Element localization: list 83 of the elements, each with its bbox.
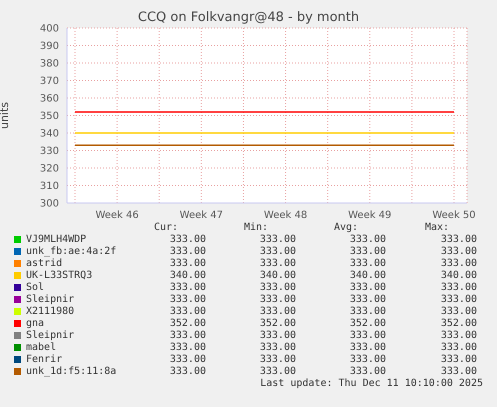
y-tick-label: 300 (40, 198, 59, 210)
x-tick-label: Week 46 (95, 210, 139, 222)
text: 333.00 (440, 342, 477, 353)
text: 333.00 (350, 294, 386, 305)
text: 333.00 (260, 258, 296, 269)
x-tick-label: Week 48 (264, 210, 308, 222)
text: 352.00 (170, 318, 206, 329)
y-tick-label: 400 (40, 24, 59, 35)
text: 333.00 (170, 354, 206, 365)
text: 333.00 (260, 342, 296, 353)
y-tick-label: 370 (40, 76, 59, 88)
text: 333.00 (170, 366, 206, 377)
text: 352.00 (440, 318, 477, 329)
legend-label: UK-L33STRQ3 (26, 270, 92, 281)
text: 340.00 (350, 270, 386, 281)
text: 333.00 (350, 258, 386, 269)
text: 333.00 (170, 258, 206, 269)
text: 333.00 (350, 354, 386, 365)
legend-label: Fenrir (26, 354, 62, 365)
text: 333.00 (260, 330, 296, 341)
text: 333.00 (440, 258, 477, 269)
text: 333.00 (260, 294, 296, 305)
text: Cur: (152, 222, 180, 233)
legend-label: X2111980 (26, 306, 74, 317)
text: 333.00 (170, 282, 206, 293)
legend-label: unk_fb:ae:4a:2f (26, 246, 116, 257)
text: Avg: (332, 222, 360, 233)
text: 333.00 (260, 282, 296, 293)
text: 333.00 (260, 234, 296, 245)
text: 352.00 (350, 318, 386, 329)
y-tick-label: 310 (40, 181, 59, 192)
x-tick-label: Week 49 (348, 210, 392, 222)
text: 333.00 (440, 306, 477, 317)
text: 333.00 (350, 282, 386, 293)
legend-label: Sleipnir (26, 294, 74, 305)
x-tick-label: Week 50 (432, 210, 476, 222)
text: 333.00 (260, 366, 296, 377)
text: 333.00 (170, 246, 206, 257)
text: 333.00 (440, 282, 477, 293)
y-tick-label: 350 (40, 111, 59, 122)
legend-label: gna (26, 318, 44, 329)
legend-label: VJ9MLH4WDP (26, 234, 86, 245)
text: 333.00 (440, 294, 477, 305)
text: 333.00 (440, 366, 477, 377)
legend-label: Sleipnir (26, 330, 74, 341)
text: 333.00 (170, 342, 206, 353)
y-tick-label: 380 (40, 58, 59, 70)
text: Max: (424, 222, 450, 233)
y-tick-label: 320 (40, 164, 59, 175)
text: 333.00 (350, 306, 386, 317)
text: 333.00 (350, 342, 386, 353)
y-axis-title: units (0, 102, 11, 130)
x-tick-label: Week 47 (180, 210, 223, 222)
text: 333.00 (350, 246, 386, 257)
text: 333.00 (440, 330, 477, 341)
text: 333.00 (170, 234, 206, 245)
text: 333.00 (440, 246, 477, 257)
y-tick-label: 330 (40, 146, 59, 158)
text: 333.00 (260, 306, 296, 317)
text: Last update: Thu Dec 11 10:10:00 2025 (260, 378, 483, 389)
legend-label: Sol (26, 282, 44, 293)
text: 333.00 (170, 294, 206, 305)
chart-title: CCQ on Folkvangr@48 - by month (136, 10, 360, 25)
text: 333.00 (260, 354, 296, 365)
y-tick-label: 360 (40, 94, 59, 105)
text: 340.00 (260, 270, 296, 281)
legend-label: unk_1d:f5:11:8a (26, 366, 116, 377)
text: 333.00 (170, 330, 206, 341)
text: 352.00 (260, 318, 296, 329)
text: 333.00 (350, 330, 386, 341)
text: 333.00 (170, 306, 206, 317)
text: 333.00 (440, 354, 477, 365)
text: Min: (242, 222, 270, 233)
y-tick-label: 340 (40, 128, 59, 140)
legend-label: mabel (26, 342, 56, 353)
legend-label: astrid (26, 258, 62, 269)
y-tick-label: 390 (40, 41, 59, 52)
text: 333.00 (440, 234, 477, 245)
text: 333.00 (350, 234, 386, 245)
text: 340.00 (170, 270, 206, 281)
text: 333.00 (350, 366, 386, 377)
text: 340.00 (440, 270, 477, 281)
text: 333.00 (260, 246, 296, 257)
